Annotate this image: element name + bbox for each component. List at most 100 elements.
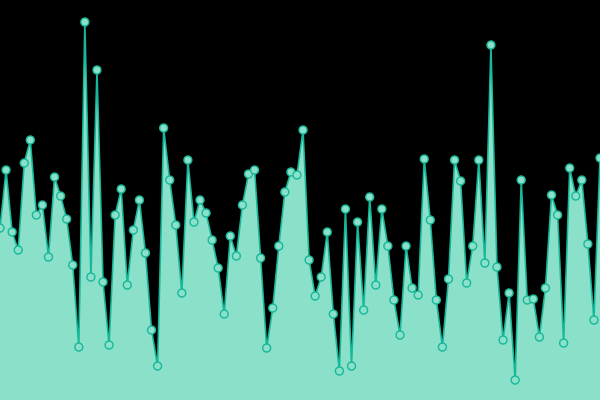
data-point-marker [249,165,260,175]
data-point-marker [280,187,290,197]
data-point-marker [407,283,417,293]
data-point-marker [571,191,581,201]
data-point-marker [231,251,242,261]
data-point-marker [152,361,163,371]
data-point-marker [61,214,72,224]
data-point-marker [1,165,11,175]
data-point-marker [237,200,248,210]
data-point-marker [19,158,29,168]
data-point-marker [352,217,363,227]
data-point-marker [589,315,599,325]
data-point-marker [565,163,575,173]
data-point-marker [498,335,508,345]
data-point-marker [25,135,35,145]
data-point-marker [195,195,205,205]
data-point-marker [340,204,351,214]
data-point-marker [365,192,375,202]
data-point-marker [504,288,514,298]
data-point-marker [510,375,520,385]
data-point-marker [322,227,332,237]
data-point-marker [577,175,587,185]
data-point-marker [128,225,139,235]
data-point-marker [558,338,569,348]
data-point-marker [49,172,60,182]
data-point-marker [255,253,266,263]
data-point-marker [328,309,339,319]
data-point-marker [104,340,114,350]
data-point-marker [486,40,496,50]
data-point-marker [455,176,466,186]
data-point-marker [540,283,551,293]
data-point-marker [164,175,175,185]
data-point-marker [546,190,557,200]
data-point-marker [219,309,229,319]
data-point-marker [304,255,314,265]
data-point-marker [86,272,96,282]
data-point-marker [92,65,102,75]
data-point-marker [461,278,472,288]
data-point-marker [437,342,448,352]
data-point-marker [207,235,217,245]
data-point-marker [177,288,187,298]
data-point-marker [383,241,393,251]
data-point-marker [316,272,326,282]
data-point-marker [183,155,193,165]
data-point-marker [413,290,423,300]
data-point-marker [334,366,345,376]
data-point-marker [171,220,181,230]
data-point-marker [7,227,17,237]
data-point-marker [480,258,490,268]
data-point-marker [346,361,357,371]
data-point-marker [55,191,66,201]
data-point-marker [474,155,484,165]
data-point-marker [110,210,120,220]
data-point-marker [158,123,169,133]
data-point-marker [13,245,23,255]
data-point-marker [268,303,278,313]
data-point-marker [0,223,5,233]
data-point-marker [443,274,454,284]
data-point-marker [431,295,442,305]
data-point-marker [146,325,157,335]
data-point-marker [116,184,126,194]
data-point-marker [225,231,236,241]
data-point-marker [492,262,502,272]
data-point-marker [140,248,151,258]
data-point-marker [74,342,84,352]
data-point-marker [583,239,593,249]
data-point-marker [134,195,145,205]
data-point-marker [358,305,369,315]
data-point-marker [31,210,42,220]
data-point-markers [0,17,600,385]
data-point-marker [371,280,381,290]
data-point-marker [80,17,90,27]
data-point-marker [389,295,399,305]
data-point-marker [37,200,48,210]
data-point-marker [261,343,272,353]
data-point-marker [377,204,387,214]
data-point-marker [298,125,308,135]
area-fill-path [0,22,600,400]
data-point-marker [189,217,199,227]
data-point-marker [68,260,78,270]
data-point-marker [292,170,302,180]
series-line-path [0,21,600,381]
data-point-marker [552,210,563,220]
data-point-marker [310,291,320,301]
data-point-marker [213,263,223,273]
data-point-marker [274,241,284,251]
data-point-marker [516,175,526,185]
data-point-marker [401,241,411,251]
data-point-marker [43,252,54,262]
data-point-marker [98,277,108,287]
data-point-marker [468,241,478,251]
data-point-marker [528,294,539,304]
data-point-marker [425,215,435,225]
data-point-marker [395,330,405,340]
data-point-marker [122,280,132,290]
data-point-marker [534,332,545,342]
data-point-marker [419,154,429,164]
data-point-marker [201,208,211,218]
